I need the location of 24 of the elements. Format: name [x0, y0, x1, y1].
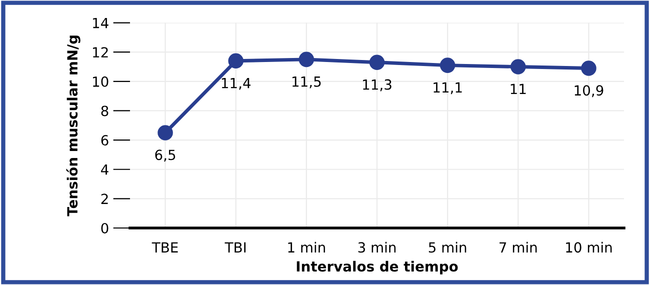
x-tick-label: TBE: [152, 242, 178, 252]
y-axis-title: Tensión muscular mN/g: [66, 36, 80, 216]
data-label: 11: [510, 84, 526, 94]
x-tick-label: 1 min: [288, 242, 325, 252]
x-tick-label: 10 min: [566, 242, 612, 253]
y-tick-label: 6: [101, 135, 108, 146]
y-tick-label: 2: [101, 194, 108, 204]
x-tick-label: 3 min: [358, 242, 396, 253]
x-tick-label: 7 min: [500, 242, 537, 252]
data-label: 11,5: [292, 76, 321, 88]
y-tick-label: 4: [101, 164, 108, 175]
data-label: 11,4: [222, 78, 251, 90]
data-label: 6,5: [155, 150, 176, 162]
x-axis-title: Intervalos de tiempo: [296, 260, 458, 274]
y-tick-label: 0: [101, 222, 108, 234]
x-tick-label: 5 min: [428, 242, 466, 253]
y-tick-label: 8: [101, 106, 108, 116]
data-label: 11,3: [363, 79, 392, 92]
y-tick-label: 10: [93, 76, 108, 87]
x-tick-label: TBI: [224, 242, 246, 252]
y-tick-label: 14: [93, 18, 108, 28]
data-label: 10,9: [574, 85, 604, 98]
y-tick-label: 12: [93, 47, 108, 58]
data-label: 11,1: [434, 82, 462, 94]
